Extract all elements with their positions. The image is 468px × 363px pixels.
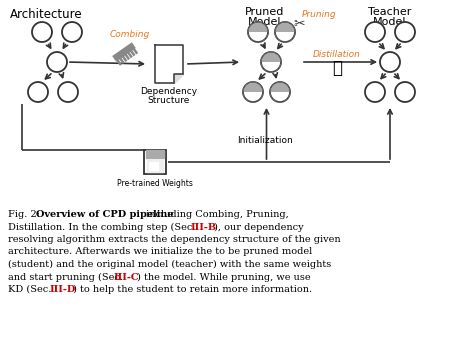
- Circle shape: [47, 52, 67, 72]
- Text: KD (Sec.: KD (Sec.: [8, 285, 54, 294]
- Polygon shape: [174, 74, 183, 83]
- Wedge shape: [276, 23, 294, 32]
- Polygon shape: [147, 160, 163, 172]
- Circle shape: [58, 82, 78, 102]
- Wedge shape: [271, 82, 290, 92]
- Text: Dependency: Dependency: [140, 87, 197, 96]
- Text: Combing: Combing: [110, 30, 150, 39]
- Circle shape: [32, 22, 52, 42]
- Text: Pruned: Pruned: [245, 7, 285, 17]
- Polygon shape: [146, 150, 164, 158]
- Circle shape: [395, 82, 415, 102]
- Text: ) the model. While pruning, we use: ) the model. While pruning, we use: [137, 273, 311, 282]
- Text: Pruning: Pruning: [302, 10, 336, 19]
- Circle shape: [28, 82, 48, 102]
- Wedge shape: [249, 23, 268, 32]
- Text: Fig. 2:: Fig. 2:: [8, 210, 43, 219]
- Text: Overview of CPD pipeline: Overview of CPD pipeline: [36, 210, 174, 219]
- Text: Structure: Structure: [148, 96, 190, 105]
- Circle shape: [261, 52, 281, 72]
- Text: III-C: III-C: [114, 273, 139, 281]
- Text: Pre-trained Weights: Pre-trained Weights: [117, 179, 193, 188]
- Text: Initialization: Initialization: [237, 136, 293, 145]
- Wedge shape: [262, 53, 280, 62]
- Polygon shape: [155, 45, 183, 83]
- Polygon shape: [149, 162, 158, 170]
- Circle shape: [275, 22, 295, 42]
- Text: Model: Model: [248, 17, 282, 27]
- FancyBboxPatch shape: [144, 150, 166, 174]
- Text: ) to help the student to retain more information.: ) to help the student to retain more inf…: [73, 285, 312, 294]
- Text: Distillation. In the combing step (Sec.: Distillation. In the combing step (Sec.: [8, 223, 198, 232]
- Text: architecture. Afterwards we initialize the to be pruned model: architecture. Afterwards we initialize t…: [8, 248, 312, 257]
- Text: Teacher: Teacher: [368, 7, 412, 17]
- Text: Architecture: Architecture: [10, 8, 83, 21]
- Text: ), our dependency: ), our dependency: [214, 223, 304, 232]
- Text: Distillation: Distillation: [313, 50, 361, 59]
- Circle shape: [365, 22, 385, 42]
- Circle shape: [270, 82, 290, 102]
- Text: ✂: ✂: [293, 17, 305, 31]
- Text: Model: Model: [373, 17, 407, 27]
- Circle shape: [380, 52, 400, 72]
- Circle shape: [395, 22, 415, 42]
- Text: III-D: III-D: [50, 285, 76, 294]
- Text: (student) and the original model (teacher) with the same weights: (student) and the original model (teache…: [8, 260, 331, 269]
- Circle shape: [62, 22, 82, 42]
- Text: and start pruning (Sec.: and start pruning (Sec.: [8, 273, 126, 282]
- Circle shape: [365, 82, 385, 102]
- Text: including Combing, Pruning,: including Combing, Pruning,: [143, 210, 289, 219]
- Wedge shape: [243, 82, 263, 92]
- Text: 🎓: 🎓: [332, 59, 342, 77]
- Circle shape: [243, 82, 263, 102]
- Text: resolving algorithm extracts the dependency structure of the given: resolving algorithm extracts the depende…: [8, 235, 341, 244]
- Circle shape: [248, 22, 268, 42]
- Text: III-B: III-B: [191, 223, 217, 232]
